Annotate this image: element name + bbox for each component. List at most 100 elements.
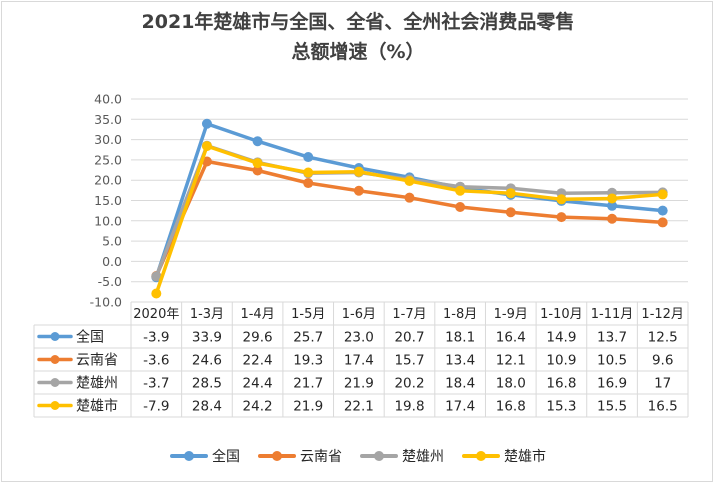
data-label: -3.7 — [143, 376, 169, 392]
data-point — [353, 166, 364, 177]
data-point — [607, 193, 618, 204]
category-label: 2020年 — [133, 307, 179, 322]
data-point — [505, 188, 516, 199]
data-label: 17 — [654, 376, 671, 392]
y-tick-label: 20.0 — [94, 173, 122, 188]
legend-swatch — [360, 449, 398, 463]
data-label: -7.9 — [143, 399, 169, 415]
category-label: 1-4月 — [240, 307, 274, 322]
category-label: 1-9月 — [494, 307, 528, 322]
data-point — [151, 288, 162, 299]
table-legend-marker — [50, 332, 60, 341]
data-label: 9.6 — [652, 353, 673, 369]
data-label: 18.1 — [445, 330, 475, 346]
data-label: 21.9 — [293, 399, 323, 415]
data-point — [201, 141, 212, 152]
data-label: 24.6 — [192, 353, 222, 369]
data-point — [657, 205, 668, 216]
data-label: 33.9 — [192, 330, 222, 346]
data-point — [252, 158, 263, 169]
data-label: 13.7 — [597, 330, 627, 346]
legend-item: 全国 — [170, 446, 240, 466]
data-label: 18.0 — [496, 376, 526, 392]
data-point — [404, 192, 415, 203]
data-label: 17.4 — [445, 399, 475, 415]
data-label: 25.7 — [293, 330, 323, 346]
data-table: 2020年 1-3月 1-4月 1-5月 1-6月 1-7月 1-8月 1-9月 1-10月 1-… — [33, 302, 689, 418]
data-point — [455, 185, 466, 196]
category-label: 1-10月 — [540, 307, 583, 322]
data-label: -3.9 — [143, 330, 169, 346]
data-label: 16.4 — [496, 330, 526, 346]
data-point — [252, 136, 263, 147]
data-label: 21.9 — [344, 376, 374, 392]
data-point — [303, 178, 314, 189]
y-tick-label: 35.0 — [94, 112, 122, 127]
y-tick-label: 30.0 — [94, 132, 122, 147]
data-point — [657, 217, 668, 228]
data-label: 10.9 — [546, 353, 576, 369]
data-point — [607, 213, 618, 224]
data-label: 21.7 — [293, 376, 323, 392]
data-label: 12.5 — [648, 330, 678, 346]
data-label: 20.7 — [394, 330, 424, 346]
data-point — [303, 152, 314, 163]
data-label: 14.9 — [546, 330, 576, 346]
y-tick-label: 0.0 — [102, 254, 122, 269]
data-point — [556, 212, 567, 223]
data-label: 22.4 — [243, 353, 273, 369]
y-tick-label: 5.0 — [102, 234, 122, 249]
legend-swatch — [258, 449, 296, 463]
y-tick-label: 40.0 — [94, 92, 122, 107]
legend-label: 云南省 — [300, 449, 342, 465]
data-label: 17.4 — [344, 353, 374, 369]
table-legend-marker — [50, 355, 60, 364]
y-axis: 40.0 35.0 30.0 25.0 20.0 15.0 10.0 5.0 0.0 -5.0 -1… — [90, 92, 122, 310]
data-point — [657, 189, 668, 200]
data-label: 28.5 — [192, 376, 222, 392]
category-label: 1-5月 — [291, 307, 325, 322]
series-row-name: 楚雄市 — [76, 398, 118, 415]
legend-swatch — [170, 449, 208, 463]
category-label: 1-8月 — [443, 307, 477, 322]
data-point — [505, 207, 516, 218]
category-label: 1-3月 — [190, 307, 224, 322]
data-label: 19.3 — [293, 353, 323, 369]
data-label: 16.8 — [496, 399, 526, 415]
category-label: 1-6月 — [342, 307, 376, 322]
legend-label: 楚雄市 — [504, 449, 546, 465]
legend-item: 楚雄市 — [462, 446, 546, 466]
data-label: 10.5 — [597, 353, 627, 369]
data-point — [607, 200, 618, 211]
data-label: 16.8 — [546, 376, 576, 392]
data-point — [303, 167, 314, 178]
chart-title-line2: 总额增速（%） — [291, 41, 425, 63]
data-label: 29.6 — [243, 330, 273, 346]
data-label: 20.2 — [394, 376, 424, 392]
data-point — [353, 185, 364, 196]
data-point — [252, 165, 263, 176]
series-row-name: 全国 — [76, 329, 104, 346]
data-point — [404, 176, 415, 187]
data-label: 15.3 — [546, 399, 576, 415]
data-label: 22.1 — [344, 399, 374, 415]
legend-label: 全国 — [212, 449, 240, 465]
series-row-name: 云南省 — [76, 353, 118, 369]
chart-title-line1: 2021年楚雄市与全国、全省、全州社会消费品零售 — [141, 11, 575, 33]
data-point — [201, 118, 212, 129]
data-point — [151, 271, 162, 282]
legend-label: 楚雄州 — [402, 449, 444, 465]
category-label: 1-7月 — [392, 307, 426, 322]
y-tick-label: -5.0 — [98, 274, 122, 289]
table-legend-marker — [50, 378, 60, 387]
series-line — [154, 144, 665, 296]
legend-swatch — [462, 449, 500, 463]
data-label: 28.4 — [192, 399, 222, 415]
data-label: 15.5 — [597, 399, 627, 415]
chart-legend: 全国 云南省 楚雄州 楚雄市 — [0, 446, 716, 466]
y-tick-label: 10.0 — [94, 213, 122, 228]
y-tick-label: 25.0 — [94, 152, 122, 167]
data-point — [201, 156, 212, 167]
data-label: 16.5 — [648, 399, 678, 415]
